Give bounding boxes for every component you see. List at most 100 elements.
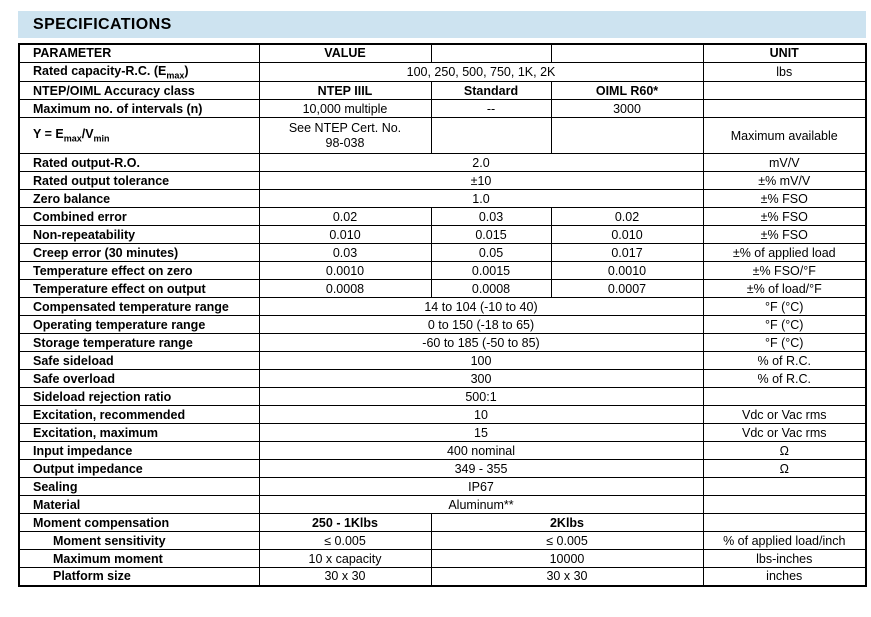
table-row: Rated capacity-R.C. (Emax) 100, 250, 500,…	[18, 61, 867, 83]
parameter-cell: Excitation, recommended	[18, 405, 260, 425]
table-header: PARAMETER VALUE UNIT	[18, 43, 867, 63]
parameter-cell: Zero balance	[18, 189, 260, 209]
parameter-cell: Creep error (30 minutes)	[18, 243, 260, 263]
parameter-cell: Maximum no. of intervals (n)	[18, 99, 260, 119]
value-cell: 0.015	[430, 225, 552, 245]
value-cell: 10000	[430, 549, 704, 569]
unit-cell: mV/V	[702, 153, 867, 173]
value-cell: 500:1	[258, 387, 704, 407]
value-cell: ≤ 0.005	[430, 531, 704, 551]
value-cell: 0.0010	[550, 261, 704, 281]
unit-cell: ±% FSO/°F	[702, 261, 867, 281]
table-row: Operating temperature range 0 to 150 (-18…	[18, 315, 867, 335]
parameter-cell: NTEP/OIML Accuracy class	[18, 81, 260, 101]
value-cell: 10,000 multiple	[258, 99, 432, 119]
value-cell: 0.0015	[430, 261, 552, 281]
parameter-cell: Combined error	[18, 207, 260, 227]
value-cell: Aluminum**	[258, 495, 704, 515]
value-cell: 0.0008	[258, 279, 432, 299]
value-cell: 3000	[550, 99, 704, 119]
value-cell: 0.03	[258, 243, 432, 263]
unit-cell: °F (°C)	[702, 333, 867, 353]
value-cell: See NTEP Cert. No. 98-038	[258, 117, 432, 155]
unit-cell: inches	[702, 567, 867, 587]
value-cell: 10 x capacity	[258, 549, 432, 569]
parameter-cell: Material	[18, 495, 260, 515]
value-cell: -60 to 185 (-50 to 85)	[258, 333, 704, 353]
value-cell: 10	[258, 405, 704, 425]
value-cell: 0.010	[550, 225, 704, 245]
column-header-value: VALUE	[258, 43, 432, 63]
value-cell: 0.0010	[258, 261, 432, 281]
spec-table-body: Rated capacity-R.C. (Emax) 100, 250, 500,…	[18, 61, 867, 587]
value-cell: ≤ 0.005	[258, 531, 432, 551]
table-row: Excitation, maximum 15 Vdc or Vac rms	[18, 423, 867, 443]
parameter-cell: Non-repeatability	[18, 225, 260, 245]
value-cell: 0.03	[430, 207, 552, 227]
parameter-cell: Sideload rejection ratio	[18, 387, 260, 407]
value-cell: 30 x 30	[258, 567, 432, 587]
page-title: SPECIFICATIONS	[33, 15, 172, 33]
value-cell: 0 to 150 (-18 to 65)	[258, 315, 704, 335]
specifications-table: PARAMETER VALUE UNIT Rated capacity-R.C.…	[18, 43, 867, 587]
value-cell: 0.05	[430, 243, 552, 263]
column-header-blank-2	[550, 43, 704, 63]
value-cell: ±10	[258, 171, 704, 191]
unit-cell: Ω	[702, 459, 867, 479]
unit-cell: ±% of applied load	[702, 243, 867, 263]
column-header-blank-1	[430, 43, 552, 63]
value-cell: NTEP IIIL	[258, 81, 432, 101]
unit-cell: lbs-inches	[702, 549, 867, 569]
table-row: Temperature effect on zero 0.0010 0.0015 0.…	[18, 261, 867, 281]
unit-cell: ±% FSO	[702, 225, 867, 245]
table-row: Rated output tolerance ±10 ±% mV/V	[18, 171, 867, 191]
parameter-cell: Compensated temperature range	[18, 297, 260, 317]
value-cell: 0.017	[550, 243, 704, 263]
unit-cell	[702, 495, 867, 515]
unit-cell: °F (°C)	[702, 297, 867, 317]
value-cell: 14 to 104 (-10 to 40)	[258, 297, 704, 317]
value-cell: 0.02	[258, 207, 432, 227]
parameter-cell: Rated output tolerance	[18, 171, 260, 191]
table-header-row: PARAMETER VALUE UNIT	[18, 43, 867, 63]
parameter-cell: Safe sideload	[18, 351, 260, 371]
table-row: Output impedance 349 - 355 Ω	[18, 459, 867, 479]
specifications-title-bar: SPECIFICATIONS	[18, 11, 866, 38]
unit-cell: Ω	[702, 441, 867, 461]
table-row: Sideload rejection ratio 500:1	[18, 387, 867, 407]
parameter-cell: Maximum moment	[18, 549, 260, 569]
value-cell: 300	[258, 369, 704, 389]
value-cell: 30 x 30	[430, 567, 704, 587]
table-row: Excitation, recommended 10 Vdc or Vac rms	[18, 405, 867, 425]
table-row: NTEP/OIML Accuracy class NTEP IIIL Standar…	[18, 81, 867, 101]
parameter-cell: Rated output-R.O.	[18, 153, 260, 173]
value-cell: 2Klbs	[430, 513, 704, 533]
table-row: Temperature effect on output 0.0008 0.0008…	[18, 279, 867, 299]
parameter-cell: Storage temperature range	[18, 333, 260, 353]
value-cell: 0.0008	[430, 279, 552, 299]
table-row: Maximum no. of intervals (n) 10,000 multi…	[18, 99, 867, 119]
value-cell: 2.0	[258, 153, 704, 173]
value-cell: 100	[258, 351, 704, 371]
table-row: Storage temperature range -60 to 185 (-50…	[18, 333, 867, 353]
value-cell	[550, 117, 704, 155]
unit-cell: Vdc or Vac rms	[702, 423, 867, 443]
table-row: Sealing IP67	[18, 477, 867, 497]
unit-cell: ±% FSO	[702, 207, 867, 227]
table-row: Moment compensation 250 - 1Klbs 2Klbs	[18, 513, 867, 533]
parameter-cell: Temperature effect on zero	[18, 261, 260, 281]
unit-cell: ±% of load/°F	[702, 279, 867, 299]
parameter-cell: Platform size	[18, 567, 260, 587]
table-row: Safe overload 300% of R.C.	[18, 369, 867, 389]
value-cell: 15	[258, 423, 704, 443]
value-cell: 0.010	[258, 225, 432, 245]
value-cell	[430, 117, 552, 155]
table-row: Compensated temperature range 14 to 104 (…	[18, 297, 867, 317]
value-cell: --	[430, 99, 552, 119]
parameter-cell: Rated capacity-R.C. (Emax)	[18, 61, 260, 83]
table-row: Rated output-R.O. 2.0 mV/V	[18, 153, 867, 173]
unit-cell: Vdc or Vac rms	[702, 405, 867, 425]
unit-cell	[702, 387, 867, 407]
parameter-cell: Input impedance	[18, 441, 260, 461]
value-cell: 250 - 1Klbs	[258, 513, 432, 533]
